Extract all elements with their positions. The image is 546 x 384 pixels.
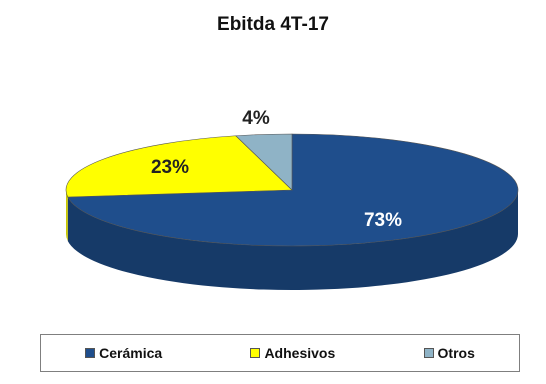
pie-slice-otros bbox=[235, 133, 293, 191]
pie-slice-ceramica bbox=[67, 133, 519, 247]
legend-label-ceramica: Cerámica bbox=[99, 345, 163, 361]
chart-title: Ebitda 4T-17 bbox=[217, 14, 329, 35]
legend: Cerámica Adhesivos Otros bbox=[40, 334, 520, 372]
legend-item-ceramica: Cerámica bbox=[85, 345, 162, 361]
slice-label-adhesivos: 23% bbox=[151, 157, 189, 178]
slice-label-ceramica: 73% bbox=[364, 210, 402, 231]
legend-swatch-adhesivos bbox=[250, 348, 261, 358]
legend-label-adhesivos: Adhesivos bbox=[264, 345, 336, 361]
legend-item-adhesivos: Adhesivos bbox=[250, 345, 335, 361]
legend-item-otros: Otros bbox=[423, 345, 475, 361]
slice-label-otros: 4% bbox=[242, 108, 270, 129]
legend-swatch-ceramica bbox=[85, 348, 96, 358]
pie-side-adhesivos bbox=[66, 190, 68, 242]
legend-label-otros: Otros bbox=[437, 345, 475, 361]
pie-side-ceramica bbox=[67, 190, 518, 291]
legend-swatch-otros bbox=[423, 348, 434, 358]
pie-chart: 73% 23% 4% bbox=[65, 108, 519, 291]
pie-slice-adhesivos bbox=[65, 135, 293, 198]
